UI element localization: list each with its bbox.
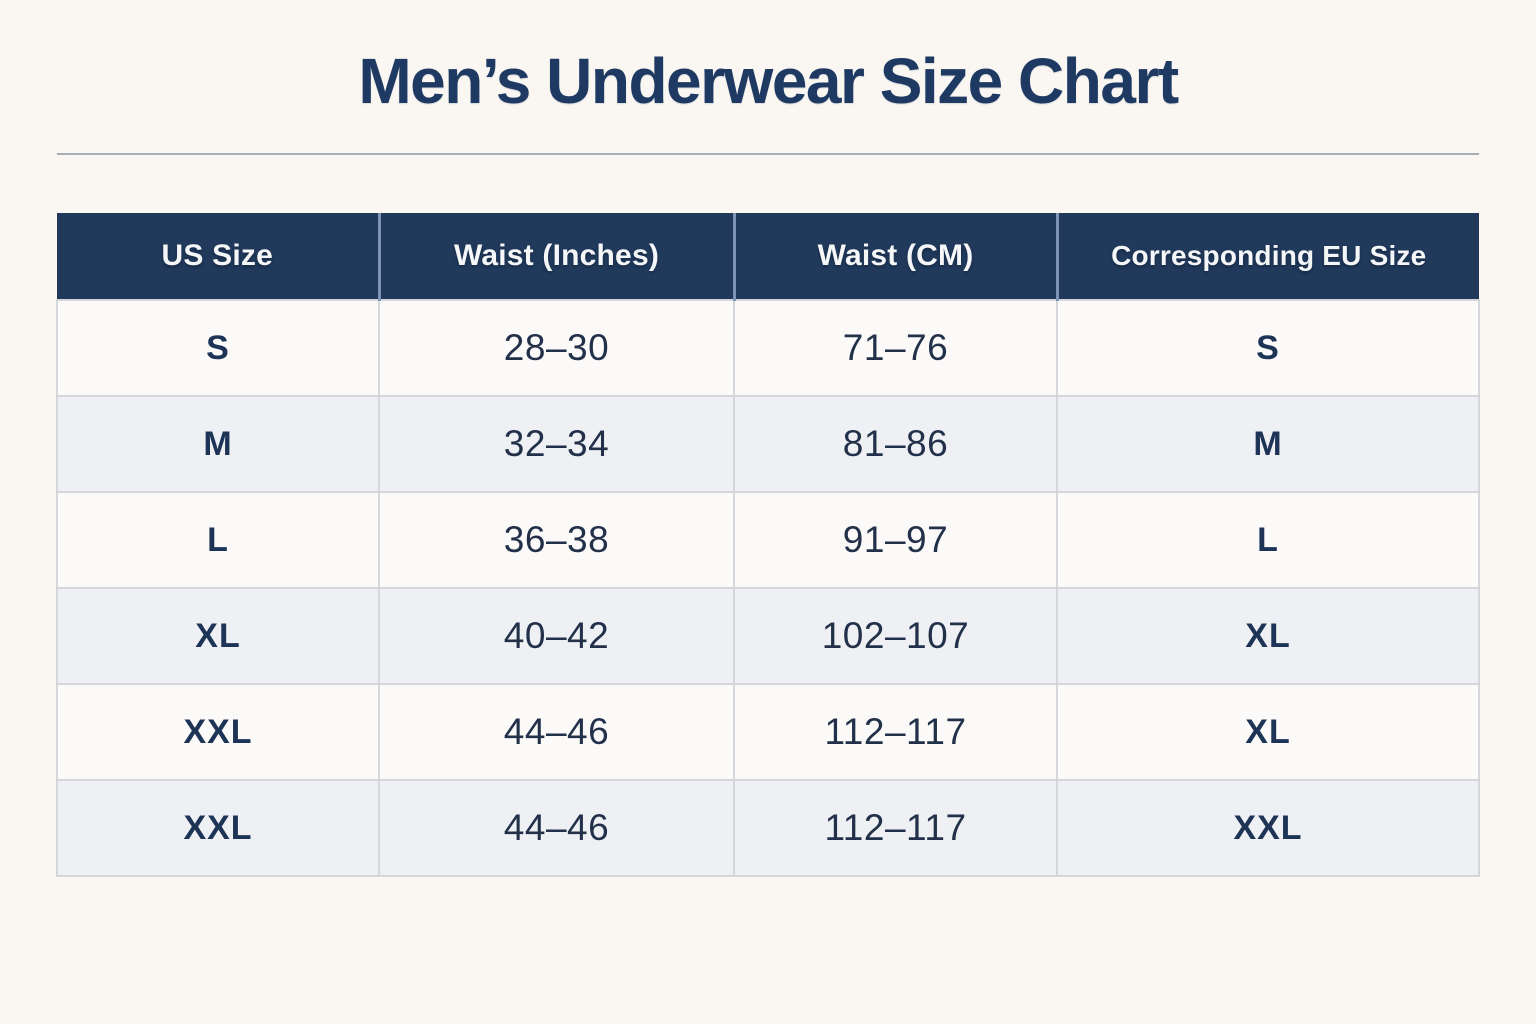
size-chart-table: US Size Waist (Inches) Waist (CM) Corres… — [56, 213, 1480, 878]
eu-size-cell: L — [1056, 491, 1480, 590]
waist-cm-cell: 102–107 — [733, 587, 1058, 686]
column-header-waist-in: Waist (Inches) — [379, 213, 736, 301]
waist-inches-cell: 40–42 — [378, 587, 735, 686]
waist-inches-cell: 36–38 — [378, 491, 735, 590]
us-size-cell: L — [56, 491, 380, 590]
table-row: XXL 44–46 112–117 XXL — [56, 779, 1480, 878]
eu-size-cell: S — [1056, 299, 1480, 398]
table-header-row: US Size Waist (Inches) Waist (CM) Corres… — [57, 213, 1479, 301]
waist-inches-cell: 28–30 — [378, 299, 735, 398]
waist-inches-cell: 32–34 — [378, 395, 735, 494]
us-size-cell: M — [56, 395, 380, 494]
eu-size-cell: M — [1056, 395, 1480, 494]
column-header-us-size: US Size — [57, 213, 381, 301]
waist-cm-cell: 81–86 — [733, 395, 1058, 494]
column-header-waist-cm: Waist (CM) — [734, 213, 1059, 301]
eu-size-cell: XXL — [1056, 779, 1480, 878]
page-title: Men’s Underwear Size Chart — [358, 45, 1179, 117]
table-row: XL 40–42 102–107 XL — [56, 587, 1480, 686]
us-size-cell: XL — [56, 587, 380, 686]
table-row: XXL 44–46 112–117 XL — [56, 683, 1480, 782]
waist-inches-cell: 44–46 — [378, 779, 735, 878]
waist-cm-cell: 112–117 — [733, 683, 1058, 782]
table-row: S 28–30 71–76 S — [56, 299, 1480, 398]
column-header-eu-size: Corresponding EU Size — [1057, 213, 1479, 301]
waist-cm-cell: 112–117 — [733, 779, 1058, 878]
eu-size-cell: XL — [1056, 683, 1480, 782]
title-divider — [57, 153, 1479, 156]
us-size-cell: XXL — [56, 779, 380, 878]
us-size-cell: XXL — [56, 683, 380, 782]
us-size-cell: S — [56, 299, 380, 398]
table-row: M 32–34 81–86 M — [56, 395, 1480, 494]
waist-cm-cell: 71–76 — [733, 299, 1058, 398]
table-row: L 36–38 91–97 L — [56, 491, 1480, 590]
eu-size-cell: XL — [1056, 587, 1480, 686]
waist-inches-cell: 44–46 — [378, 683, 735, 782]
waist-cm-cell: 91–97 — [733, 491, 1058, 590]
